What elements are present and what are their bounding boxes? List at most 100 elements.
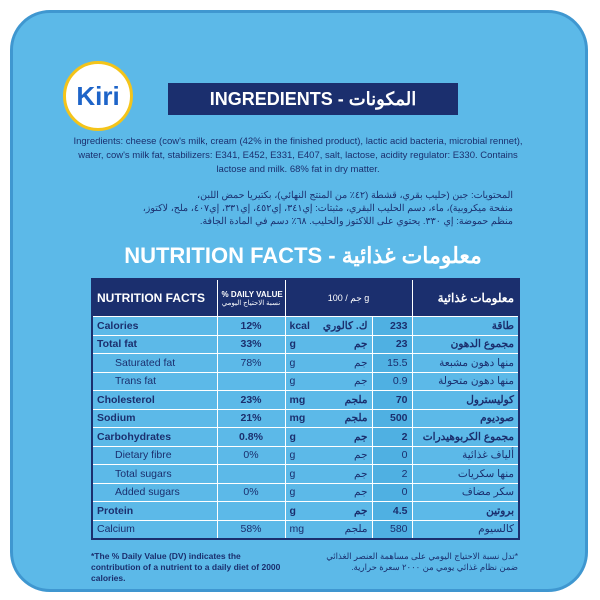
unit-en: mg [289, 393, 306, 406]
nutrient-row: Saturated fat 78% g جم 15.5 منها دهون مشبعة [91, 353, 520, 373]
unit-ar: جم [354, 504, 368, 517]
ingredients-ar: المحتويات: جبن (حليب بقري، قشطة (٤٢٪ من … [73, 189, 513, 228]
unit-ar: ك. كالوري [322, 319, 368, 332]
nutrient-row: Total fat 33% g جم 23 مجموع الدهون [91, 334, 520, 354]
daily-value [216, 371, 286, 391]
header-name: NUTRITION FACTS [91, 278, 218, 317]
amount: 0.9 [371, 371, 413, 391]
header-per: جم / 100 g [284, 278, 413, 317]
nutrient-name-ar: سكر مضاف [411, 482, 520, 502]
amount: 4.5 [371, 501, 413, 521]
nutrient-name-ar: منها سكريات [411, 464, 520, 484]
daily-value: 12% [216, 316, 286, 336]
unit-en: g [289, 375, 296, 388]
unit: g جم [284, 501, 373, 521]
unit-ar: جم [354, 467, 368, 480]
nutrient-name: Dietary fibre [91, 445, 218, 465]
daily-value: 58% [216, 519, 286, 540]
nutrient-name: Total fat [91, 334, 218, 354]
unit-en: mg [289, 412, 306, 425]
footnote-ar: *تدل نسبة الاحتياج اليومي على مساهمة الع… [326, 551, 518, 572]
header-dv-ar: نسبة الاحتياج اليومي [221, 299, 281, 307]
unit-ar: جم [354, 430, 368, 443]
header-dv: % DAILY VALUE نسبة الاحتياج اليومي [216, 278, 286, 317]
unit-en: g [289, 449, 296, 462]
nutrient-row: Cholesterol 23% mg ملجم 70 كوليسترول [91, 390, 520, 410]
daily-value: 0% [216, 482, 286, 502]
unit-ar: ملجم [344, 523, 368, 536]
daily-value: 0.8% [216, 427, 286, 447]
unit-en: g [289, 467, 296, 480]
amount: 15.5 [371, 353, 413, 373]
nutrient-name: Cholesterol [91, 390, 218, 410]
daily-value [216, 464, 286, 484]
nutrient-row: Added sugars 0% g جم 0 سكر مضاف [91, 482, 520, 502]
nutrient-row: Dietary fibre 0% g جم 0 ألياف غذائية [91, 445, 520, 465]
daily-value: 78% [216, 353, 286, 373]
daily-value: 33% [216, 334, 286, 354]
nutrition-table: NUTRITION FACTS % DAILY VALUE نسبة الاحتي… [91, 278, 521, 540]
nutrient-name: Trans fat [91, 371, 218, 391]
nutrient-name-ar: مجموع الكربوهيدرات [411, 427, 520, 447]
daily-value [216, 501, 286, 521]
nutrient-row: Protein g جم 4.5 بروتين [91, 501, 520, 521]
unit-ar: جم [354, 375, 368, 388]
amount: 70 [371, 390, 413, 410]
amount: 0 [371, 445, 413, 465]
nutrient-row: Total sugars g جم 2 منها سكريات [91, 464, 520, 484]
unit-en: kcal [289, 319, 310, 332]
header-name-ar: معلومات غذائية [411, 278, 520, 317]
unit-en: g [289, 338, 296, 351]
unit-ar: جم [354, 449, 368, 462]
package-card: Kiri INGREDIENTS - المكونات Ingredients:… [10, 10, 588, 592]
unit-ar: جم [354, 338, 368, 351]
daily-value: 21% [216, 408, 286, 428]
nutrient-row: Sodium 21% mg ملجم 500 صوديوم [91, 408, 520, 428]
daily-value: 23% [216, 390, 286, 410]
nutrient-name-ar: طاقة [411, 316, 520, 336]
nutrient-name: Calcium [91, 519, 218, 540]
nutrient-name-ar: صوديوم [411, 408, 520, 428]
unit: g جم [284, 482, 373, 502]
unit: mg ملجم [284, 408, 373, 428]
nutrient-name: Saturated fat [91, 353, 218, 373]
nutrient-row: Calcium 58% mg ملجم 580 كالسيوم [91, 519, 520, 540]
nutrient-row: Trans fat g جم 0.9 منها دهون متحولة [91, 371, 520, 391]
logo: Kiri [63, 61, 133, 131]
unit-en: g [289, 430, 296, 443]
unit-ar: ملجم [344, 412, 368, 425]
nutrient-name-ar: مجموع الدهون [411, 334, 520, 354]
unit: g جم [284, 445, 373, 465]
ingredients-ar-line: منفحة ميكروبية)، ماء، دسم الحليب البقري،… [142, 203, 513, 214]
nutrient-name-ar: بروتين [411, 501, 520, 521]
unit-en: g [289, 356, 296, 369]
unit: g جم [284, 334, 373, 354]
unit-ar: جم [354, 356, 368, 369]
amount: 500 [371, 408, 413, 428]
amount: 580 [371, 519, 413, 540]
amount: 233 [371, 316, 413, 336]
daily-value: 0% [216, 445, 286, 465]
unit-en: g [289, 504, 296, 517]
amount: 23 [371, 334, 413, 354]
amount: 2 [371, 464, 413, 484]
header-row: NUTRITION FACTS % DAILY VALUE نسبة الاحتي… [91, 278, 520, 317]
nutrient-name-ar: منها دهون متحولة [411, 371, 520, 391]
unit-en: mg [289, 523, 305, 536]
unit-en: g [289, 486, 296, 499]
amount: 2 [371, 427, 413, 447]
nutrient-name: Sodium [91, 408, 218, 428]
unit-ar: ملجم [344, 393, 368, 406]
unit-ar: جم [354, 486, 368, 499]
nutrient-name-ar: منها دهون مشبعة [411, 353, 520, 373]
ingredients-ar-line: المحتويات: جبن (حليب بقري، قشطة (٤٢٪ من … [197, 190, 513, 201]
unit: kcal ك. كالوري [284, 316, 373, 336]
header-dv-en: % DAILY VALUE [221, 289, 283, 299]
amount: 0 [371, 482, 413, 502]
nutrient-name: Total sugars [91, 464, 218, 484]
unit: g جم [284, 371, 373, 391]
footnote-en: *The % Daily Value (DV) indicates the co… [91, 551, 281, 583]
unit: mg ملجم [284, 390, 373, 410]
unit: g جم [284, 464, 373, 484]
